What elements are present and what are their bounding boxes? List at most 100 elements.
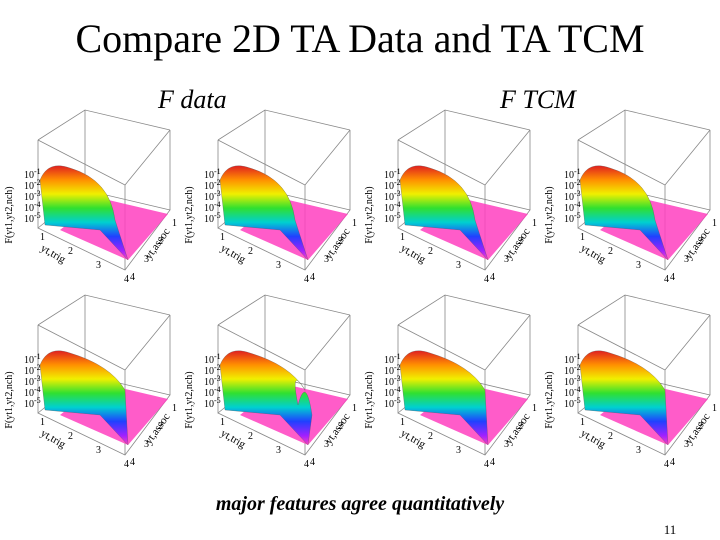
x-tick-label: 3 [456, 260, 461, 271]
z-tick-label: 10-1 [384, 167, 401, 181]
x-tick-label: 2 [68, 431, 73, 442]
z-tick-exp: -2 [214, 178, 221, 187]
z-tick-base: 10 [24, 192, 34, 203]
z-tick-label: 10-5 [204, 211, 221, 225]
x-tick-label: 2 [428, 246, 433, 257]
x-axis-label: yt,trig [399, 242, 428, 266]
x-tick-label: 1 [40, 232, 45, 243]
z-tick-base: 10 [384, 203, 394, 214]
z-tick-exp: -4 [34, 385, 41, 394]
y-tick-label: 1 [532, 218, 537, 229]
z-tick-exp: -2 [214, 363, 221, 372]
z-tick-label: 10-2 [564, 178, 581, 192]
z-tick-label: 10-2 [24, 178, 41, 192]
x-tick-label: 4 [484, 459, 489, 470]
z-tick-exp: -5 [34, 211, 41, 220]
y-tick-label: 1 [532, 403, 537, 414]
z-tick-exp: -3 [394, 189, 401, 198]
z-axis-label: F(yt1,yt2,nch) [364, 186, 375, 243]
z-tick-exp: -4 [394, 385, 401, 394]
z-tick-base: 10 [24, 377, 34, 388]
x-tick-label: 3 [96, 260, 101, 271]
x-tick-label: 1 [40, 417, 45, 428]
x-axis-label: yt,trig [579, 427, 608, 451]
z-tick-label: 10-4 [384, 385, 401, 399]
z-tick-label: 10-3 [24, 189, 41, 203]
z-tick-exp: -1 [214, 167, 221, 176]
z-tick-exp: -5 [34, 396, 41, 405]
z-tick-label: 10-3 [564, 189, 581, 203]
x-tick-label: 2 [608, 431, 613, 442]
z-tick-label: 10-2 [564, 363, 581, 377]
z-tick-base: 10 [384, 355, 394, 366]
x-tick-label: 3 [636, 445, 641, 456]
x-tick-label: 2 [248, 246, 253, 257]
x-tick-label: 2 [608, 246, 613, 257]
z-tick-base: 10 [204, 388, 214, 399]
z-tick-base: 10 [204, 355, 214, 366]
z-tick-exp: -3 [394, 374, 401, 383]
x-tick-label: 4 [124, 459, 129, 470]
z-tick-exp: -2 [394, 363, 401, 372]
z-axis-label: F(yt1,yt2,nch) [364, 371, 375, 428]
y-tick-label: 4 [130, 457, 135, 468]
z-tick-base: 10 [24, 203, 34, 214]
z-tick-exp: -1 [394, 167, 401, 176]
z-axis-label: F(yt1,yt2,nch) [4, 371, 15, 428]
x-tick-label: 2 [68, 246, 73, 257]
z-tick-label: 10-3 [384, 374, 401, 388]
z-tick-exp: -5 [574, 396, 581, 405]
y-tick-label: 4 [490, 457, 495, 468]
x-axis-label: yt,trig [219, 427, 248, 451]
z-tick-exp: -1 [574, 167, 581, 176]
z-axis-label: F(yt1,yt2,nch) [4, 186, 15, 243]
z-tick-label: 10-5 [564, 396, 581, 410]
surface [399, 350, 489, 446]
z-tick-label: 10-4 [564, 200, 581, 214]
z-tick-exp: -1 [394, 352, 401, 361]
z-tick-base: 10 [564, 366, 574, 377]
z-tick-exp: -5 [394, 396, 401, 405]
z-tick-exp: -1 [214, 352, 221, 361]
z-tick-exp: -4 [394, 200, 401, 209]
y-tick-label: 2 [698, 421, 703, 432]
y-tick-label: 1 [172, 403, 177, 414]
y-tick-label: 3 [144, 254, 149, 265]
y-tick-label: 1 [172, 218, 177, 229]
z-tick-base: 10 [384, 377, 394, 388]
z-tick-exp: -4 [214, 200, 221, 209]
x-tick-label: 2 [248, 431, 253, 442]
z-tick-base: 10 [24, 366, 34, 377]
y-tick-label: 4 [310, 457, 315, 468]
surface [579, 165, 669, 261]
z-tick-exp: -5 [214, 396, 221, 405]
z-tick-label: 10-5 [384, 396, 401, 410]
y-tick-label: 3 [504, 439, 509, 450]
x-tick-label: 4 [124, 274, 129, 285]
z-tick-label: 10-4 [204, 385, 221, 399]
y-tick-label: 3 [144, 439, 149, 450]
z-tick-exp: -3 [34, 189, 41, 198]
z-tick-base: 10 [384, 192, 394, 203]
z-tick-base: 10 [384, 388, 394, 399]
y-tick-label: 1 [352, 218, 357, 229]
z-tick-exp: -1 [34, 167, 41, 176]
z-tick-label: 10-2 [24, 363, 41, 377]
x-tick-label: 1 [220, 417, 225, 428]
z-tick-label: 10-3 [204, 374, 221, 388]
z-tick-exp: -5 [394, 211, 401, 220]
z-tick-exp: -4 [574, 385, 581, 394]
z-tick-label: 10-4 [24, 385, 41, 399]
z-tick-exp: -3 [214, 189, 221, 198]
z-tick-label: 10-1 [564, 167, 581, 181]
z-tick-base: 10 [204, 203, 214, 214]
z-tick-exp: -3 [214, 374, 221, 383]
surface [219, 165, 309, 261]
z-tick-label: 10-4 [564, 385, 581, 399]
y-tick-label: 2 [698, 236, 703, 247]
z-tick-exp: -2 [574, 178, 581, 187]
slide-title: Compare 2D TA Data and TA TCM [75, 16, 644, 61]
